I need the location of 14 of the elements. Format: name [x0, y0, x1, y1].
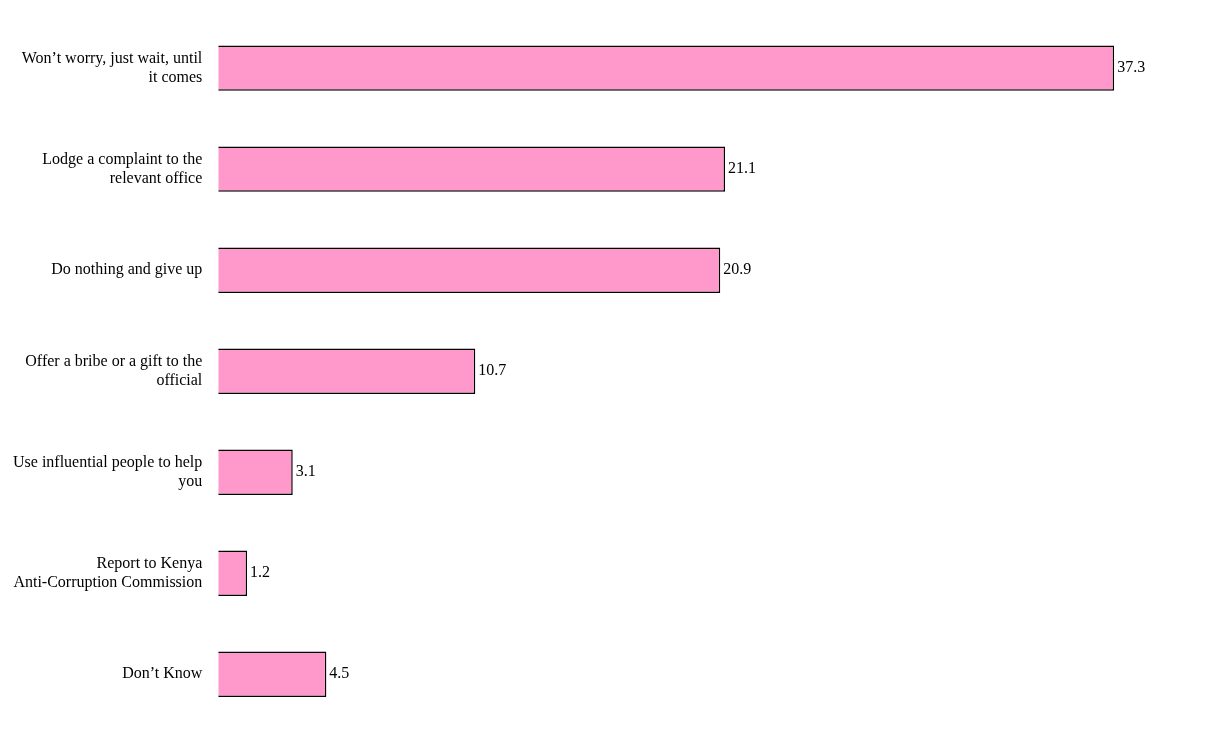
- y-tick-label: Lodge a complaint to the relevant office: [42, 149, 203, 186]
- data-label: 37.3: [1117, 58, 1146, 76]
- data-label: 1.2: [250, 563, 271, 581]
- y-tick-label: Do nothing and give up: [51, 260, 203, 279]
- y-tick-label: Offer a bribe or a gift to the official: [25, 351, 203, 388]
- y-tick-label: Don’t Know: [122, 664, 203, 682]
- y-tick-label: Report to Kenya Anti-Corruption Commission: [13, 553, 203, 592]
- data-label: 20.9: [723, 260, 752, 278]
- data-label: 21.1: [728, 159, 757, 177]
- y-tick-label: Use influential people to help you: [13, 452, 203, 491]
- data-label: 10.7: [478, 361, 507, 379]
- data-label: 4.5: [329, 664, 350, 682]
- y-tick-label: Won’t worry, just wait, until it comes: [21, 48, 203, 85]
- data-label: 3.1: [295, 462, 316, 480]
